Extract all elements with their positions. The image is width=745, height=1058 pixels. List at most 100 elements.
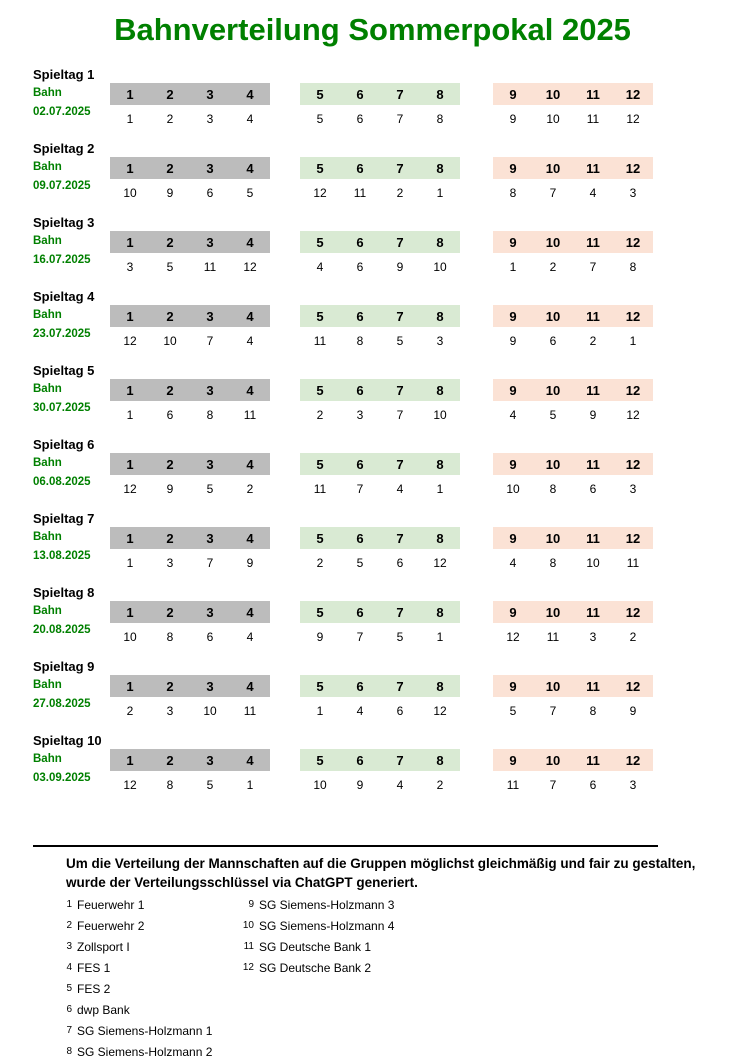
lane-group-gray: 1 2 3 4	[110, 675, 270, 697]
team-name: SG Deutsche Bank 1	[259, 940, 372, 954]
lane-header-cell: 12	[613, 453, 653, 475]
lane-header-cell: 8	[420, 675, 460, 697]
legend-column-1: 1 Feuerwehr 1 2 Feuerwehr 2 3 Zollsport …	[40, 898, 212, 1058]
lane-header-cell: 11	[573, 749, 613, 771]
team-number-cell: 5	[166, 260, 174, 274]
lane-group-green: 5 6 7 8	[300, 305, 460, 327]
lane-header-cell: 1	[110, 749, 150, 771]
lane-header-cell: 2	[150, 527, 190, 549]
team-number-cell: 3	[206, 112, 214, 126]
lane-header-cell: 9	[493, 83, 533, 105]
lane-header-cell: 6	[340, 527, 380, 549]
matchday-date: 13.08.2025	[33, 550, 91, 562]
assignment-group-orange: 8 7 4 3	[493, 186, 653, 200]
assignment-group-gray: 12 9 5 2	[110, 482, 270, 496]
team-name: FES 2	[77, 982, 111, 996]
team-name: SG Siemens-Holzmann 3	[259, 898, 395, 912]
lane-group-gray: 1 2 3 4	[110, 231, 270, 253]
team-number-cell: 10	[433, 408, 447, 422]
lane-header-cell: 7	[380, 453, 420, 475]
matchday-title: Spieltag 7	[33, 511, 95, 526]
lane-header-cell: 2	[150, 601, 190, 623]
lane-header-cell: 10	[533, 749, 573, 771]
legend-item: 1 Feuerwehr 1	[40, 898, 212, 919]
lane-header-cell: 10	[533, 305, 573, 327]
team-number-cell: 8	[166, 630, 174, 644]
lane-header-cell: 10	[533, 527, 573, 549]
team-number: 12	[242, 962, 254, 973]
lane-header-cell: 10	[533, 675, 573, 697]
assignment-group-gray: 12 8 5 1	[110, 778, 270, 792]
team-number-cell: 2	[246, 482, 254, 496]
assignment-group-orange: 10 8 6 3	[493, 482, 653, 496]
lane-header-cell: 12	[613, 83, 653, 105]
team-number-cell: 5	[246, 186, 254, 200]
lane-header-cell: 9	[493, 527, 533, 549]
lane-header-cell: 2	[150, 379, 190, 401]
team-number-cell: 3	[166, 704, 174, 718]
lane-header-cell: 5	[300, 527, 340, 549]
matchday-date: 06.08.2025	[33, 476, 91, 488]
lane-header-cell: 6	[340, 601, 380, 623]
team-number-cell: 11	[353, 186, 367, 200]
team-number: 7	[66, 1025, 72, 1036]
team-number-cell: 10	[506, 482, 520, 496]
lane-header-cell: 9	[493, 231, 533, 253]
legend-item: 11 SG Deutsche Bank 1	[222, 940, 394, 961]
lane-header-cell: 9	[493, 453, 533, 475]
lane-header-cell: 10	[533, 379, 573, 401]
matchday-block: Spieltag 8 Bahn 20.08.2025 1 2 3 4 5 6 7…	[0, 584, 745, 658]
lane-header-cell: 11	[573, 453, 613, 475]
team-number-cell: 3	[589, 630, 597, 644]
team-number-cell: 12	[626, 408, 640, 422]
team-number-cell: 5	[396, 630, 404, 644]
lane-header-cell: 12	[613, 231, 653, 253]
lane-group-gray: 1 2 3 4	[110, 601, 270, 623]
lane-header-cell: 5	[300, 749, 340, 771]
lane-header-cell: 5	[300, 453, 340, 475]
team-number: 11	[243, 941, 254, 952]
lane-header-cell: 7	[380, 305, 420, 327]
lane-header-cell: 8	[420, 453, 460, 475]
team-number-cell: 3	[126, 260, 134, 274]
team-number-cell: 6	[396, 704, 404, 718]
matchday-date: 03.09.2025	[33, 772, 91, 784]
team-assignment-row: 10 8 6 4 9 7 5 1 12 11 3 2	[0, 630, 745, 644]
lane-header-cell: 5	[300, 83, 340, 105]
lane-header-cell: 3	[190, 453, 230, 475]
lane-header-cell: 7	[380, 379, 420, 401]
legend-item: 4 FES 1	[40, 961, 212, 982]
team-number-cell: 12	[433, 556, 447, 570]
lane-header-cell: 1	[110, 305, 150, 327]
team-number: 1	[66, 899, 72, 910]
lane-header-cell: 11	[573, 527, 613, 549]
matchday-date: 02.07.2025	[33, 106, 91, 118]
team-number-cell: 10	[203, 704, 217, 718]
team-number-cell: 5	[356, 556, 364, 570]
team-number-cell: 9	[396, 260, 404, 274]
team-number-cell: 10	[163, 334, 177, 348]
team-number-cell: 1	[436, 186, 444, 200]
team-number-cell: 2	[166, 112, 174, 126]
lane-header-cell: 11	[573, 675, 613, 697]
team-number-cell: 4	[509, 408, 517, 422]
lane-group-gray: 1 2 3 4	[110, 749, 270, 771]
matchday-title: Spieltag 10	[33, 733, 102, 748]
bahn-label: Bahn	[33, 87, 62, 99]
bahn-label: Bahn	[33, 531, 62, 543]
team-number-cell: 9	[589, 408, 597, 422]
team-number-cell: 3	[629, 186, 637, 200]
matchday-block: Spieltag 6 Bahn 06.08.2025 1 2 3 4 5 6 7…	[0, 436, 745, 510]
team-number-cell: 1	[436, 630, 444, 644]
legend-item: 3 Zollsport I	[40, 940, 212, 961]
assignment-group-green: 12 11 2 1	[300, 186, 460, 200]
matchday-block: Spieltag 2 Bahn 09.07.2025 1 2 3 4 5 6 7…	[0, 140, 745, 214]
matchday-date: 30.07.2025	[33, 402, 91, 414]
team-number-cell: 2	[316, 556, 324, 570]
matchday-title: Spieltag 5	[33, 363, 95, 378]
matchday-title: Spieltag 6	[33, 437, 95, 452]
lane-header-cell: 10	[533, 231, 573, 253]
lane-header-cell: 4	[230, 749, 270, 771]
lane-header-cell: 2	[150, 305, 190, 327]
lane-header-row: 1 2 3 4 5 6 7 8 9 10 11 12	[0, 231, 745, 253]
